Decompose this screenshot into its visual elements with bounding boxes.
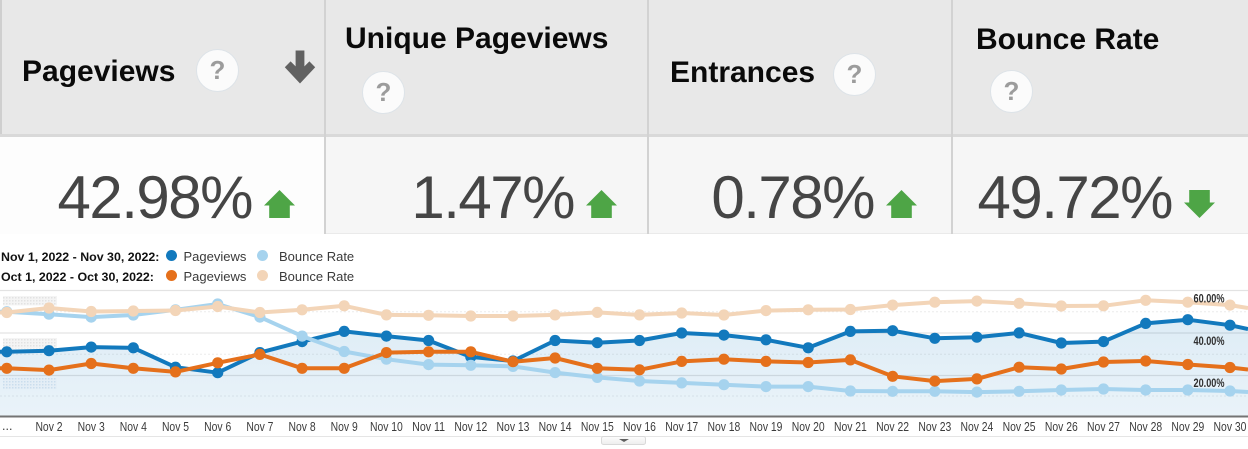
svg-text:Nov 25: Nov 25	[1003, 420, 1036, 434]
svg-text:Nov 29: Nov 29	[1171, 420, 1204, 434]
svg-text:...: ...	[2, 419, 12, 433]
svg-text:Nov 10: Nov 10	[370, 420, 403, 434]
svg-text:Nov 24: Nov 24	[960, 420, 993, 434]
svg-text:Nov 28: Nov 28	[1129, 420, 1162, 434]
svg-text:Nov 15: Nov 15	[581, 420, 614, 434]
svg-text:Nov 12: Nov 12	[454, 420, 487, 434]
svg-text:Nov 3: Nov 3	[78, 420, 105, 434]
svg-text:Nov 6: Nov 6	[204, 420, 231, 434]
svg-text:Nov 19: Nov 19	[750, 420, 783, 434]
svg-text:Nov 17: Nov 17	[665, 420, 698, 434]
svg-text:Nov 8: Nov 8	[289, 420, 316, 434]
svg-text:Nov 4: Nov 4	[120, 420, 147, 434]
svg-text:20.00%: 20.00%	[1194, 378, 1225, 390]
svg-text:Nov 7: Nov 7	[246, 420, 273, 434]
svg-text:Nov 22: Nov 22	[876, 420, 909, 434]
svg-text:Nov 27: Nov 27	[1087, 420, 1120, 434]
svg-text:Nov 5: Nov 5	[162, 420, 189, 434]
svg-text:Nov 11: Nov 11	[412, 420, 445, 434]
svg-text:Nov 14: Nov 14	[539, 420, 572, 434]
svg-text:Nov 30: Nov 30	[1214, 420, 1247, 434]
svg-text:Nov 9: Nov 9	[331, 420, 358, 434]
svg-text:Nov 20: Nov 20	[792, 420, 825, 434]
svg-text:Nov 21: Nov 21	[834, 420, 867, 434]
svg-text:Nov 23: Nov 23	[918, 420, 951, 434]
svg-text:Nov 13: Nov 13	[497, 420, 530, 434]
svg-text:60.00%: 60.00%	[1194, 294, 1225, 306]
svg-text:Nov 2: Nov 2	[35, 420, 62, 434]
svg-text:40.00%: 40.00%	[1194, 336, 1225, 348]
svg-text:Nov 18: Nov 18	[707, 420, 740, 434]
svg-text:Nov 16: Nov 16	[623, 420, 656, 434]
svg-text:Nov 26: Nov 26	[1045, 420, 1078, 434]
